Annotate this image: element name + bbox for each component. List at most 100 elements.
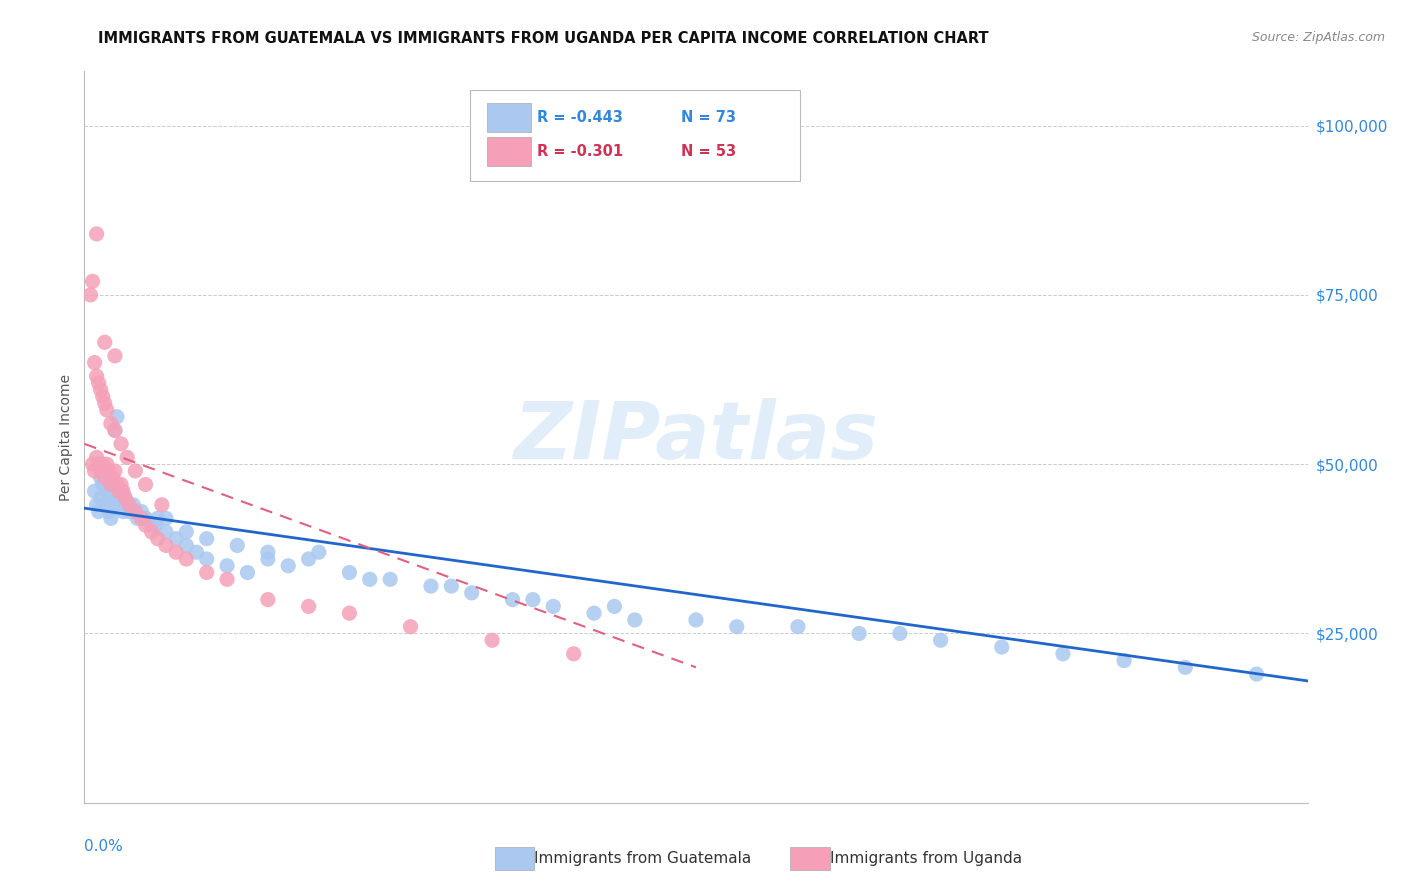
Point [96,484,118,499]
Point [257,592,280,607]
Point [115,450,138,465]
Point [889,626,911,640]
Point [114,491,136,505]
Point [110,484,132,499]
Point [90,383,112,397]
Text: N = 73: N = 73 [682,110,737,125]
Point [339,606,361,620]
Point [146,532,169,546]
Point [131,505,153,519]
Point [1052,647,1074,661]
Point [93,477,115,491]
Point [91,477,114,491]
Point [217,572,239,586]
Point [93,498,115,512]
Point [359,572,381,586]
Point [991,640,1014,654]
Point [104,423,127,437]
Point [155,524,177,539]
Point [108,484,131,499]
Point [87,376,110,390]
Point [96,403,118,417]
Point [165,545,187,559]
Point [124,464,146,478]
Point [115,498,138,512]
Point [83,464,105,478]
Point [461,586,484,600]
Text: Immigrants from Uganda: Immigrants from Uganda [830,851,1022,865]
Point [114,498,136,512]
Point [298,552,321,566]
Point [90,491,112,505]
Text: R = -0.443: R = -0.443 [537,110,623,125]
Point [131,511,153,525]
Text: Source: ZipAtlas.com: Source: ZipAtlas.com [1251,31,1385,45]
Point [226,538,249,552]
Point [165,532,187,546]
Point [522,592,544,607]
Point [97,464,120,478]
Point [1246,667,1268,681]
FancyBboxPatch shape [470,90,800,181]
Point [112,484,135,499]
Point [135,518,157,533]
Point [91,389,114,403]
Y-axis label: Per Capita Income: Per Capita Income [59,374,73,500]
Point [624,613,647,627]
Point [100,477,122,491]
Point [257,545,280,559]
Point [277,558,299,573]
Point [1114,654,1136,668]
Point [257,552,280,566]
Point [399,620,422,634]
Point [135,511,157,525]
Point [83,484,105,499]
Point [97,505,120,519]
Text: ZIPatlas: ZIPatlas [513,398,879,476]
Point [87,505,110,519]
Point [100,511,122,525]
Point [380,572,402,586]
Point [101,498,124,512]
Point [96,457,118,471]
Point [118,505,141,519]
Point [86,450,108,465]
Point [112,505,135,519]
Point [83,355,105,369]
Point [104,423,127,437]
Point [155,511,177,525]
Point [82,457,104,471]
Point [440,579,463,593]
Point [114,491,136,505]
Point [420,579,443,593]
Point [90,464,112,478]
Point [93,471,115,485]
Point [195,532,218,546]
Point [124,505,146,519]
Point [186,545,208,559]
Point [135,511,157,525]
Point [110,437,132,451]
Point [97,498,120,512]
Point [127,511,149,525]
Text: 0.0%: 0.0% [84,839,124,855]
Point [298,599,321,614]
Point [155,538,177,552]
Point [929,633,952,648]
Point [87,457,110,471]
Point [100,417,122,431]
Point [101,484,124,499]
Point [104,464,127,478]
Point [562,647,585,661]
Point [86,498,108,512]
Point [93,335,115,350]
Point [93,396,115,410]
Point [787,620,810,634]
Point [195,552,218,566]
Point [101,471,124,485]
Point [105,409,128,424]
Point [543,599,565,614]
Point [339,566,361,580]
Point [124,505,146,519]
Point [217,558,239,573]
